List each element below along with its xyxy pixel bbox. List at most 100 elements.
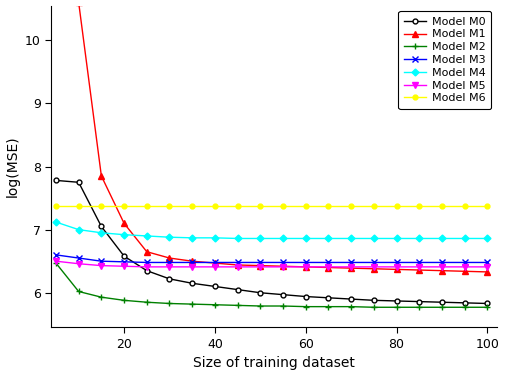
Model M2: [75, 289, 81, 294]
Model M6: [302, 203, 308, 208]
Model M1: [370, 267, 376, 271]
Y-axis label: log(MSE): log(MSE): [6, 136, 20, 197]
Model M3: [302, 260, 308, 265]
Model M1: [416, 268, 422, 272]
Model M6: [461, 203, 467, 208]
Line: Model M4: Model M4: [54, 220, 489, 241]
Model M4: [302, 236, 308, 241]
Model M4: [166, 235, 172, 240]
Model M2: [166, 301, 172, 306]
Line: Model M1: Model M1: [53, 0, 489, 275]
Model M4: [279, 236, 285, 241]
Model M1: [121, 221, 127, 226]
Model M3: [257, 260, 263, 265]
Model M3: [393, 260, 399, 265]
Model M0: [461, 300, 467, 305]
Model M0: [370, 298, 376, 303]
Model M4: [461, 236, 467, 241]
Model M3: [370, 260, 376, 265]
Model M2: [483, 305, 489, 309]
Model M0: [143, 268, 149, 273]
Model M0: [393, 299, 399, 303]
Model M2: [393, 305, 399, 309]
Model M0: [75, 180, 81, 185]
Model M5: [461, 265, 467, 269]
Model M1: [166, 256, 172, 260]
Model M1: [98, 174, 104, 178]
Model M2: [438, 305, 444, 309]
Line: Model M3: Model M3: [53, 252, 489, 265]
Model M6: [370, 203, 376, 208]
Model M1: [143, 249, 149, 254]
Model M2: [212, 303, 218, 307]
Model M2: [98, 295, 104, 299]
Model M2: [370, 305, 376, 309]
Model M1: [393, 267, 399, 271]
Model M3: [438, 260, 444, 265]
Model M0: [189, 281, 195, 285]
Model M3: [325, 260, 331, 265]
Model M5: [121, 264, 127, 268]
Model M1: [279, 264, 285, 268]
Model M5: [347, 265, 354, 269]
Model M4: [257, 236, 263, 241]
Model M0: [212, 284, 218, 289]
Model M6: [75, 203, 81, 208]
Model M4: [483, 236, 489, 241]
Model M6: [53, 203, 59, 208]
Model M5: [393, 265, 399, 269]
Model M2: [234, 303, 240, 308]
Model M4: [75, 227, 81, 232]
Model M2: [53, 261, 59, 265]
Model M2: [325, 305, 331, 309]
Legend: Model M0, Model M1, Model M2, Model M3, Model M4, Model M5, Model M6: Model M0, Model M1, Model M2, Model M3, …: [397, 11, 490, 109]
Model M4: [325, 236, 331, 241]
Model M0: [347, 297, 354, 301]
Model M5: [234, 265, 240, 269]
Model M5: [483, 265, 489, 269]
Model M5: [438, 265, 444, 269]
Line: Model M6: Model M6: [54, 203, 489, 208]
Model M4: [347, 236, 354, 241]
Model M6: [347, 203, 354, 208]
Model M5: [279, 265, 285, 269]
Model M6: [438, 203, 444, 208]
Model M4: [234, 236, 240, 241]
Model M1: [347, 266, 354, 270]
Model M5: [98, 263, 104, 268]
Model M6: [483, 203, 489, 208]
Model M1: [234, 263, 240, 267]
Model M2: [302, 305, 308, 309]
Line: Model M0: Model M0: [54, 178, 489, 306]
Model M0: [234, 287, 240, 292]
Model M6: [325, 203, 331, 208]
Model M3: [166, 260, 172, 265]
Model M1: [302, 265, 308, 269]
Model M1: [75, 0, 81, 5]
Model M0: [121, 254, 127, 258]
Model M6: [212, 203, 218, 208]
Line: Model M2: Model M2: [53, 259, 490, 311]
Model M4: [393, 236, 399, 241]
Model M0: [279, 293, 285, 297]
Model M6: [393, 203, 399, 208]
Model M3: [461, 260, 467, 265]
Model M3: [279, 260, 285, 265]
Model M4: [189, 236, 195, 240]
Model M5: [416, 265, 422, 269]
X-axis label: Size of training dataset: Size of training dataset: [192, 356, 354, 370]
Model M6: [121, 203, 127, 208]
Model M2: [461, 305, 467, 309]
Model M4: [121, 232, 127, 237]
Model M0: [53, 178, 59, 183]
Model M2: [189, 302, 195, 306]
Model M5: [212, 265, 218, 269]
Model M0: [483, 301, 489, 306]
Model M4: [438, 236, 444, 241]
Model M5: [189, 265, 195, 269]
Model M5: [166, 265, 172, 269]
Model M3: [234, 260, 240, 265]
Model M3: [189, 260, 195, 265]
Model M0: [325, 296, 331, 300]
Model M3: [98, 259, 104, 264]
